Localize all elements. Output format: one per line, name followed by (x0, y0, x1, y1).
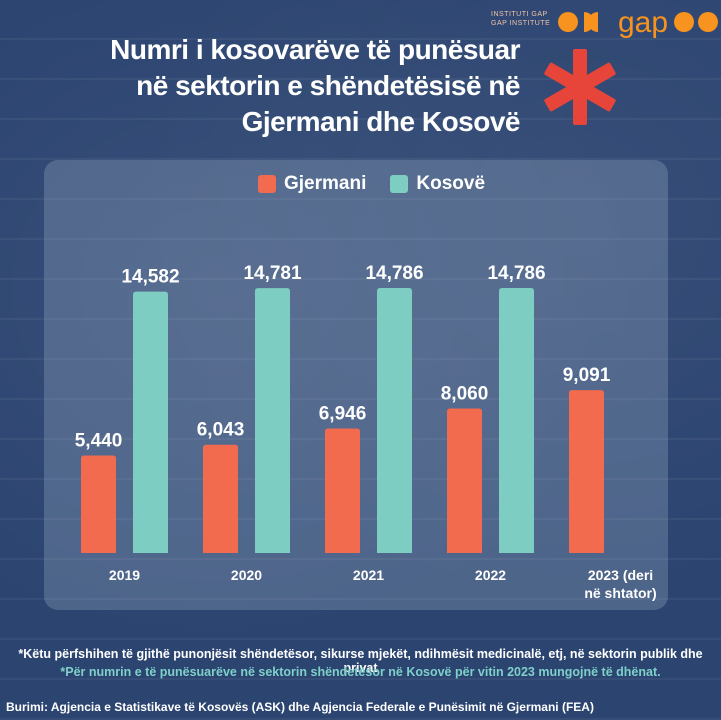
source-note: Burimi: Agjencia e Statistikave të Kosov… (6, 700, 594, 714)
logo-half-dot (588, 12, 598, 32)
title-line: Numri i kosovarëve të punësuar (110, 34, 520, 65)
legend-item-kosovo: Kosovë (390, 173, 485, 195)
x-tick-label: 2019 (109, 567, 140, 583)
data-label: 14,781 (243, 263, 302, 284)
footnote-2: *Për numrin e të punësuarëve në sektorin… (60, 665, 661, 679)
x-tick-label: 2020 (231, 567, 262, 583)
bar-germany (325, 428, 360, 553)
legend-label-germany: Gjermani (284, 173, 367, 194)
gap-logo: gap (558, 6, 718, 39)
data-label: 8,060 (441, 384, 489, 405)
bar-kosovo (499, 288, 534, 553)
data-label: 6,043 (197, 420, 245, 441)
title-line: në sektorin e shëndetësisë në (136, 70, 520, 101)
legend-label-kosovo: Kosovë (416, 173, 486, 194)
chart-legend: Gjermani Kosovë (258, 172, 499, 196)
logo-dot (698, 12, 718, 32)
bar-germany (203, 444, 238, 553)
x-tick-label: 2023 (deri (588, 567, 653, 583)
data-label: 5,440 (75, 431, 123, 452)
legend-swatch-kosovo (390, 175, 409, 193)
bar-kosovo (377, 288, 412, 553)
x-tick-label: 2021 (353, 567, 384, 583)
legend-item-germany: Gjermani (258, 173, 366, 195)
logo-dot (674, 12, 694, 32)
logo-subtitle: INSTITUTI GAP GAP INSTITUTE (491, 10, 550, 28)
bar-germany (569, 390, 604, 553)
bar-germany (447, 408, 482, 553)
logo-line-2: GAP INSTITUTE (491, 20, 551, 27)
footnote-1: *Këtu përfshihen të gjithë punonjësit sh… (18, 647, 703, 675)
logo-word: gap (618, 6, 668, 39)
data-label: 9,091 (563, 365, 611, 386)
bar-kosovo (255, 288, 290, 553)
bar-germany (81, 455, 116, 553)
x-tick-label: në shtator) (584, 585, 656, 601)
medical-asterisk-icon (544, 49, 616, 125)
data-label: 6,946 (319, 404, 367, 425)
logo-dot (558, 12, 578, 32)
data-label: 14,786 (365, 263, 423, 284)
x-tick-label: 2022 (475, 567, 506, 583)
bar-kosovo (133, 291, 168, 553)
page-title: Numri i kosovarëve të punësuar në sektor… (110, 32, 520, 140)
logo-line-1: INSTITUTI GAP (491, 11, 548, 18)
legend-swatch-germany (258, 175, 276, 193)
title-line: Gjermani dhe Kosovë (241, 106, 521, 137)
data-label: 14,582 (121, 267, 179, 288)
data-label: 14,786 (487, 263, 545, 284)
